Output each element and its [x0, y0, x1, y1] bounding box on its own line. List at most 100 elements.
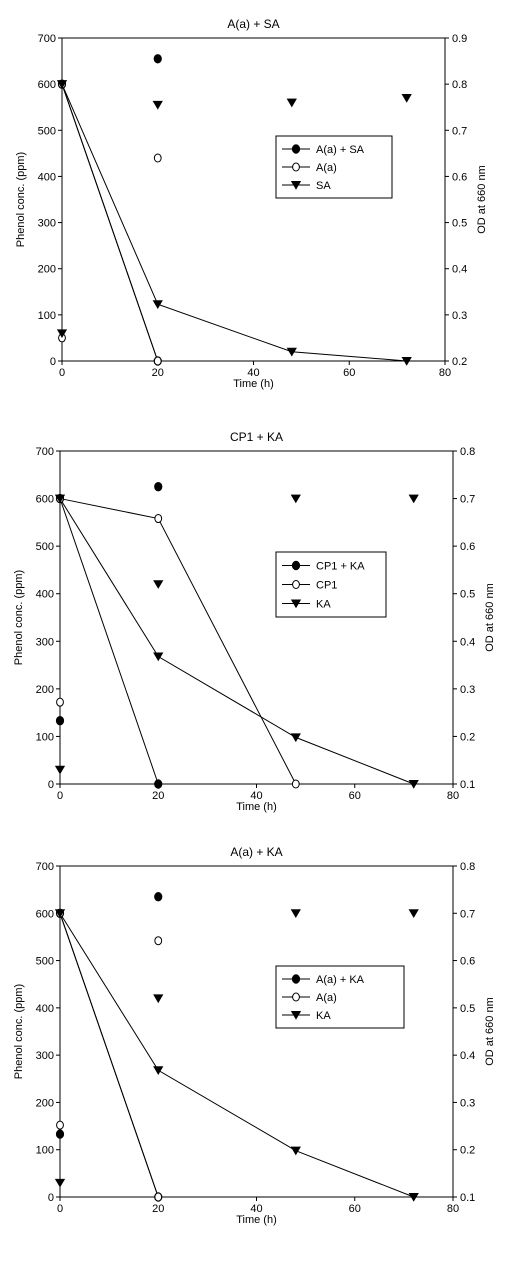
y2-tick-label: 0.2 — [460, 1145, 475, 1157]
y-tick-label: 300 — [38, 218, 56, 230]
data-point — [54, 494, 66, 504]
x-tick-label: 80 — [447, 1203, 459, 1215]
y-tick-label: 400 — [36, 1003, 54, 1015]
x-tick-label: 20 — [152, 1203, 164, 1215]
legend-label: KA — [316, 1010, 331, 1022]
series-line — [59, 498, 414, 785]
data-point — [154, 514, 163, 524]
y-tick-label: 700 — [38, 33, 56, 45]
x-tick-label: 20 — [152, 367, 164, 379]
series-line — [61, 83, 407, 362]
y-tick-label: 600 — [36, 494, 54, 506]
data-point — [408, 909, 419, 919]
legend-marker — [290, 181, 302, 190]
legend-marker — [290, 599, 302, 609]
data-point — [153, 153, 162, 163]
y-tick-label: 100 — [36, 731, 54, 743]
data-point — [290, 909, 301, 919]
y-tick-label: 200 — [36, 1097, 54, 1109]
legend: A(a) + KA A(a) KA — [275, 965, 405, 1029]
legend-marker — [291, 144, 301, 154]
x-axis-label: Time (h) — [236, 801, 277, 813]
data-point — [286, 347, 297, 357]
y2-tick-label: 0.6 — [460, 956, 475, 968]
y-tick-label: 400 — [36, 589, 54, 601]
y2-tick-label: 0.6 — [460, 541, 475, 553]
y-tick-label: 500 — [36, 541, 54, 553]
data-point — [153, 652, 164, 662]
y2-tick-label: 0.3 — [452, 310, 467, 322]
data-point — [408, 780, 419, 789]
series-line — [59, 498, 297, 785]
data-point — [401, 357, 412, 366]
y2-axis-label: OD at 660 nm — [484, 997, 496, 1065]
y2-tick-label: 0.2 — [452, 356, 467, 368]
legend-marker — [290, 1011, 302, 1020]
series-line — [59, 498, 159, 785]
data-point — [56, 1120, 64, 1130]
y-tick-label: 700 — [36, 446, 54, 458]
y-tick-label: 200 — [36, 684, 54, 696]
legend-label: A(a) — [316, 162, 337, 174]
series-line — [59, 913, 159, 1198]
y2-tick-label: 0.8 — [460, 446, 475, 458]
x-axis-label: Time (h) — [236, 1214, 277, 1226]
y2-tick-label: 0.1 — [460, 1192, 475, 1204]
x-tick-label: 40 — [250, 1203, 262, 1215]
data-point — [154, 481, 163, 492]
legend-label: CP1 + KA — [316, 561, 365, 573]
y-tick-label: 400 — [38, 171, 56, 183]
y2-tick-label: 0.4 — [452, 264, 467, 276]
chart-3: A(a) + KA 0 20 40 60 80 Time (h) 0 100 200 300 400 5… — [13, 845, 496, 1226]
chart-title: CP1 + KA — [230, 430, 283, 444]
data-point — [152, 100, 163, 110]
data-point — [291, 779, 300, 789]
legend-label: A(a) + KA — [316, 974, 365, 986]
y2-tick-label: 0.4 — [460, 636, 475, 648]
x-tick-label: 0 — [59, 367, 65, 379]
y2-tick-label: 0.5 — [452, 218, 467, 230]
x-tick-label: 80 — [439, 367, 451, 379]
y-tick-label: 100 — [38, 310, 56, 322]
chart-1: A(a) + SA 0 20 40 60 80 Time (h) 0 100 200 300 400 5… — [15, 17, 488, 390]
x-tick-label: 60 — [343, 367, 355, 379]
y-axis-label: Phenol conc. (ppm) — [13, 570, 25, 665]
data-point — [55, 716, 65, 726]
data-point — [54, 1178, 66, 1188]
y2-tick-label: 0.7 — [452, 125, 467, 137]
legend-marker — [291, 974, 301, 984]
y-axis-label: Phenol conc. (ppm) — [15, 152, 27, 247]
plot-frame — [59, 450, 454, 785]
data-point — [290, 733, 301, 743]
series-line — [59, 913, 414, 1198]
y2-tick-label: 0.4 — [460, 1050, 475, 1062]
legend-label: CP1 — [316, 580, 337, 592]
data-point — [290, 1146, 301, 1156]
y-tick-label: 500 — [36, 956, 54, 968]
data-point — [154, 1192, 163, 1202]
legend-marker — [291, 560, 301, 571]
y2-tick-label: 0.3 — [460, 684, 475, 696]
legend-marker — [292, 992, 300, 1002]
data-point — [154, 779, 163, 789]
y-tick-label: 0 — [48, 1192, 54, 1204]
x-tick-label: 20 — [152, 790, 164, 802]
y-tick-label: 300 — [36, 1050, 54, 1062]
legend-label: SA — [316, 180, 331, 192]
data-point — [154, 892, 163, 902]
data-point — [153, 580, 164, 589]
legend-label: A(a) + SA — [316, 144, 365, 156]
y-tick-label: 600 — [38, 79, 56, 91]
legend: A(a) + SA A(a) SA — [275, 135, 393, 199]
data-point — [408, 494, 419, 504]
x-tick-label: 0 — [57, 1203, 63, 1215]
y2-tick-label: 0.1 — [460, 779, 475, 791]
x-tick-label: 0 — [57, 790, 63, 802]
plot-frame — [59, 865, 454, 1198]
x-axis-label: Time (h) — [233, 378, 274, 390]
data-point — [153, 994, 164, 1004]
data-point — [54, 765, 66, 775]
data-point — [56, 697, 64, 707]
chart-title: A(a) + SA — [227, 17, 279, 31]
y-tick-label: 0 — [48, 779, 54, 791]
